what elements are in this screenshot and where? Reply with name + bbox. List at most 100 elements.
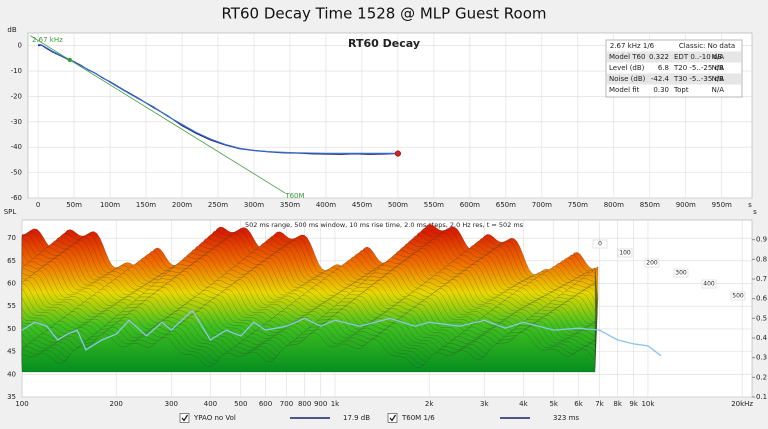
info-cell: Model T60 [609, 53, 645, 61]
y-axis-unit: dB [7, 26, 16, 34]
y-tick-label: -20 [11, 92, 22, 100]
info-cell: Noise (dB) [609, 75, 646, 83]
y-tick-label: 55 [7, 302, 16, 310]
info-cell: N/A [712, 75, 725, 83]
checkmark [389, 414, 397, 422]
x-tick-label: 50m [66, 201, 82, 209]
x-tick-label: 3k [480, 400, 489, 408]
y-tick-label: 0 [18, 42, 22, 50]
y2-tick-label: 0.5 [756, 314, 767, 322]
x-tick-label: 9k [629, 400, 638, 408]
x-tick-label: 4k [519, 400, 528, 408]
time-label: 200 [646, 260, 658, 267]
x-tick-label: 400 [204, 400, 217, 408]
x-tick-label: 500 [234, 400, 247, 408]
time-label-box [730, 291, 746, 301]
info-table [605, 39, 743, 98]
x-tick-label: 10k [641, 400, 655, 408]
x-tick-label: 100 [15, 400, 28, 408]
info-cell: EDT 0..-10 dB [674, 53, 722, 61]
info-row-bg [607, 73, 741, 85]
time-label-box [617, 248, 633, 258]
waterfall-slice [21, 332, 596, 373]
info-cell: -42.4 [651, 75, 670, 83]
x-tick-label: 400m [316, 201, 336, 209]
x-tick-label: 300 [165, 400, 178, 408]
x-tick-label: 0 [36, 201, 40, 209]
y2-tick-label: 0.6 [756, 295, 768, 303]
y-tick-label: 65 [7, 257, 16, 265]
x-tick-label: 650m [496, 201, 516, 209]
y-tick-label: -30 [11, 118, 22, 126]
x-tick-label: 800m [604, 201, 624, 209]
info-cell: N/A [712, 64, 725, 72]
info-cell: T20 -5..-25 dB [673, 64, 724, 72]
decay-time-line [21, 309, 662, 357]
y-tick-label: 40 [7, 370, 16, 378]
x-tick-label: 150m [136, 201, 156, 209]
y2-tick-label: 0.7 [756, 275, 767, 283]
y2-tick-label: 0.9 [756, 236, 767, 244]
checkbox[interactable] [387, 413, 398, 423]
y2-tick-label: 0.1 [756, 393, 767, 401]
series-label: T60M [284, 192, 304, 200]
info-header: 2.67 kHz 1/6 [610, 42, 655, 50]
y2-tick-label: 0.4 [756, 334, 768, 342]
time-label: 100 [619, 250, 631, 257]
x-tick-label: 8k [613, 400, 622, 408]
y-tick-label: 45 [7, 348, 16, 356]
checkmark [181, 414, 189, 422]
info-cell: 0.322 [649, 53, 669, 61]
decay-chart: 0 50m 100m 150m 200m 250m 300m 350m 400m 450m 500m… [7, 26, 752, 209]
legend-name: YPAO no Vol [193, 414, 236, 422]
x-tick-label: 750m [568, 201, 588, 209]
y-tick-label: 35 [7, 393, 16, 401]
time-label: 300 [675, 270, 687, 277]
x-tick-label: 900m [676, 201, 696, 209]
window-title: RT60 Decay Time 1528 @ MLP Guest Room [221, 5, 546, 23]
x-tick-label: 800 [298, 400, 311, 408]
time-label: 0 [598, 241, 602, 248]
x-tick-label: 300m [244, 201, 264, 209]
frequency-annotation: 2.67 kHz [32, 36, 63, 44]
x-tick-label: 200m [172, 201, 192, 209]
y-tick-label: -40 [11, 143, 22, 151]
chart-title: RT60 Decay [348, 37, 420, 50]
checkbox[interactable] [179, 413, 190, 423]
y-tick-label: 70 [7, 234, 16, 242]
info-cell: N/A [712, 86, 725, 94]
y-tick-label: 50 [7, 325, 16, 333]
end-marker [394, 150, 401, 157]
info-cell: N/A [712, 53, 725, 61]
x-tick-label: 900 [314, 400, 327, 408]
x-tick-label: 250m [208, 201, 228, 209]
y2-tick-label: 0.3 [756, 354, 767, 362]
y-tick-label: 60 [7, 280, 16, 288]
legend-name: T60M 1/6 [401, 414, 435, 422]
time-label-box [701, 279, 717, 289]
x-tick-label: 850m [640, 201, 660, 209]
info-cell: 0.30 [653, 86, 669, 94]
y2-tick-label: 0.2 [756, 373, 767, 381]
legend-row: YPAO no Vol 17.9 dB T60M 1/6 323 ms [179, 413, 579, 423]
x-tick-label: 600m [460, 201, 480, 209]
waterfall-info: 502 ms range, 500 ms window, 10 ms rise … [245, 221, 524, 229]
x-tick-label: 950m [712, 201, 732, 209]
x-tick-label: 350m [280, 201, 300, 209]
y-tick-label: -50 [11, 169, 22, 177]
time-label: 500 [732, 293, 744, 300]
info-row-bg [607, 51, 741, 63]
x-tick-label: 1k [331, 400, 340, 408]
time-label-box [644, 258, 660, 268]
time-label-box [592, 239, 608, 249]
x-tick-label: 500m [388, 201, 408, 209]
legend-value: 17.9 dB [343, 414, 370, 422]
x-tick-label: 700m [532, 201, 552, 209]
info-cell: 6.8 [658, 64, 669, 72]
time-label: 400 [703, 281, 715, 288]
x-tick-label: 600 [259, 400, 272, 408]
x-tick-label: 550m [424, 201, 444, 209]
info-header: Classic: No data [679, 42, 735, 50]
waterfall-chart: 100 200 300 400 500 600 700 800 900 1k 2k 3k 4k 5k 6k 7… [4, 208, 768, 408]
x-tick-label: 450m [352, 201, 372, 209]
